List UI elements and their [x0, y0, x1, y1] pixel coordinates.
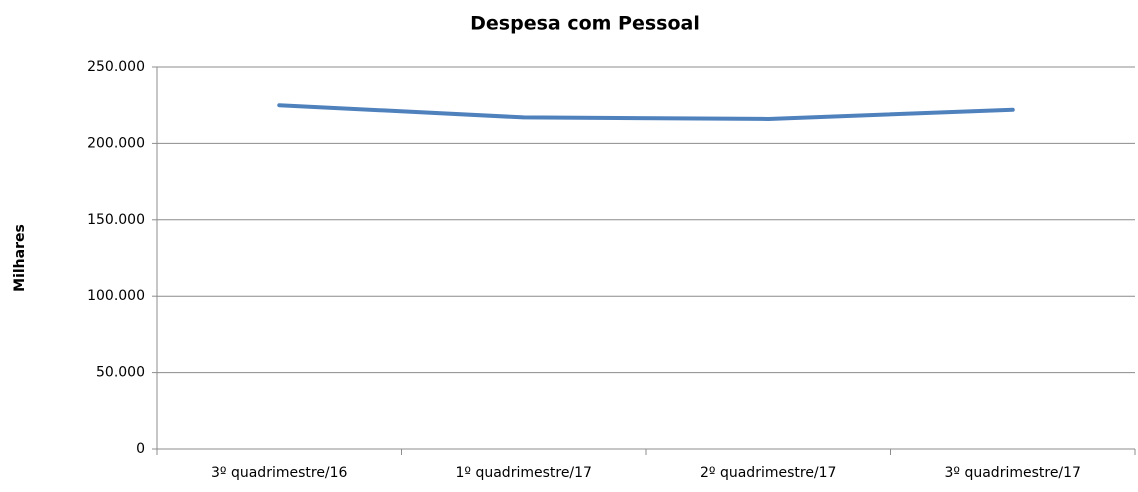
x-tick-label: 2º quadrimestre/17: [700, 465, 836, 481]
x-tick-label: 3º quadrimestre/17: [945, 465, 1081, 481]
x-tick-label: 3º quadrimestre/16: [211, 465, 348, 481]
y-tick-label: 150.000: [87, 212, 145, 228]
y-tick-label: 200.000: [87, 135, 145, 151]
y-tick-label: 50.000: [96, 365, 145, 381]
y-tick-label: 0: [136, 441, 145, 457]
y-axis-label: Milhares: [12, 224, 28, 292]
y-tick-label: 100.000: [87, 288, 145, 304]
chart-title: Despesa com Pessoal: [470, 13, 700, 35]
x-tick-label: 1º quadrimestre/17: [456, 465, 592, 481]
y-tick-label: 250.000: [87, 59, 145, 75]
data-line: [277, 103, 1015, 121]
